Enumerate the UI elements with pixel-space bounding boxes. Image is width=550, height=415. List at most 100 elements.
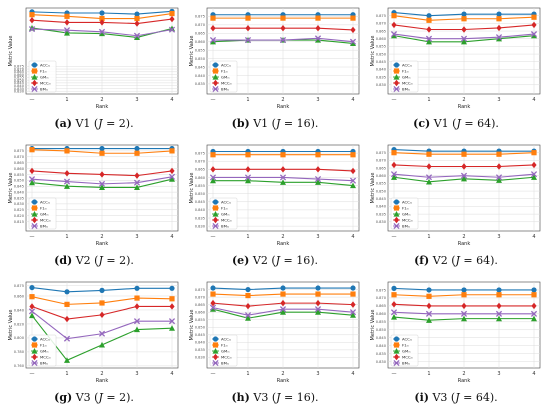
legend-swatch-marker	[393, 62, 400, 68]
y-tick-label: 0.870	[14, 67, 25, 71]
legend-label: ACCₘ	[402, 62, 413, 67]
data-point-f1	[461, 16, 467, 22]
legend-label: F1ₘ	[221, 342, 229, 347]
y-tick-label: 0.820	[14, 214, 25, 218]
x-tick-label: 2	[100, 97, 103, 103]
x-tick-label: 4	[351, 234, 354, 240]
chart-h: 0.830 0.835 0.840 0.845 0.850 0.855 0.860 0.865…	[189, 281, 360, 384]
chart-f: 0.830 0.835 0.840 0.845 0.850 0.855 0.860 0.865…	[370, 144, 541, 247]
y-tick-label: 0.875	[14, 149, 24, 153]
legend-swatch-marker	[212, 79, 219, 87]
legend-label: F1ₘ	[402, 68, 410, 73]
caption-g-text: V3 (	[75, 391, 99, 404]
data-point-mcc	[531, 161, 537, 169]
data-point-mcc	[426, 163, 432, 170]
data-point-gm	[64, 29, 70, 36]
data-point-gm	[426, 317, 432, 323]
caption-a-value: = 2).	[102, 117, 134, 130]
y-tick-label: 0.870	[195, 160, 206, 164]
y-tick-label: 0.875	[14, 284, 24, 288]
legend-swatch-marker	[212, 336, 219, 342]
x-axis-label: Rank	[458, 378, 471, 384]
data-point-bm	[28, 26, 36, 33]
data-point-mcc	[134, 303, 140, 310]
caption-a-text: V1 (	[75, 117, 99, 130]
legend-swatch-marker	[212, 68, 219, 74]
data-point-mcc	[461, 163, 467, 170]
legend-label: BMₘ	[221, 360, 230, 365]
data-point-f1	[391, 150, 397, 156]
data-point-bm	[133, 179, 141, 186]
legend-label: ACCₘ	[221, 336, 232, 341]
y-tick-label: 0.850	[195, 192, 206, 196]
x-tick-label: 4	[351, 97, 354, 103]
legend-label: MCCₘ	[402, 217, 414, 222]
y-tick-label: 0.850	[14, 78, 25, 82]
caption-g-value: = 2).	[102, 391, 134, 404]
x-tick-label: 2	[281, 371, 284, 377]
y-tick-label: 0.850	[376, 189, 387, 193]
caption-e-label: (e)	[231, 254, 250, 267]
legend-label: BMₘ	[40, 360, 49, 365]
x-tick-label: 3	[135, 234, 138, 240]
series-gm	[29, 176, 175, 191]
y-axis-label: Metric Value	[8, 36, 14, 67]
legend-swatch-marker	[393, 74, 400, 80]
data-point-mcc	[210, 299, 216, 307]
caption-g-var: J	[98, 391, 103, 404]
x-tick-label: 1	[65, 371, 68, 377]
caption-h: (h) V3 (J = 16).	[185, 392, 365, 404]
legend-label: GMₘ	[40, 348, 49, 353]
data-point-mcc	[29, 167, 35, 175]
data-point-mcc	[350, 167, 356, 175]
data-point-gm	[391, 314, 397, 320]
data-point-f1	[64, 148, 70, 154]
legend-swatch-marker	[212, 85, 219, 93]
x-tick-label: 1	[427, 97, 430, 103]
data-point-acc	[134, 285, 140, 291]
data-point-bm	[495, 310, 503, 317]
legend-label: ACCₘ	[40, 62, 51, 67]
series-f1	[210, 291, 356, 299]
x-axis-label: Rank	[96, 378, 109, 384]
data-point-f1	[99, 15, 105, 22]
caption-d: (d) V2 (J = 2).	[4, 255, 184, 267]
legend-label: MCCₘ	[402, 80, 414, 85]
y-tick-label: 0.835	[195, 216, 205, 220]
data-point-gm	[531, 315, 537, 322]
legend-swatch-marker	[393, 342, 400, 348]
y-tick-label: 0.855	[14, 173, 24, 177]
data-point-acc	[426, 13, 432, 19]
data-point-bm	[98, 330, 106, 337]
legend-swatch-marker	[31, 211, 38, 217]
subplot-a: 0.830 0.835 0.840 0.845 0.850 0.855 0.860 0.865…	[4, 2, 184, 140]
series-gm	[210, 306, 356, 321]
series-bm	[209, 304, 357, 319]
data-point-f1	[64, 301, 70, 307]
data-point-gm	[315, 37, 321, 43]
data-point-bm	[460, 172, 468, 179]
y-axis-label: Metric Value	[189, 173, 195, 204]
x-tick-label: 1	[246, 371, 249, 377]
caption-e-value: = 16).	[280, 254, 319, 267]
y-tick-label: 0.845	[376, 336, 386, 340]
data-point-gm	[245, 315, 251, 321]
data-point-bm	[244, 36, 252, 44]
data-point-f1	[531, 292, 537, 298]
data-point-gm	[461, 315, 467, 322]
data-point-bm	[425, 35, 433, 42]
legend-swatch-marker	[393, 199, 400, 205]
y-tick-label: 0.855	[195, 48, 205, 52]
y-axis-label: Metric Value	[8, 173, 14, 204]
data-point-acc	[531, 287, 537, 293]
legend-label: ACCₘ	[402, 336, 413, 341]
x-tick-label: 4	[532, 234, 535, 240]
caption-i: (i) V3 (J = 64).	[366, 392, 546, 404]
data-point-bm	[279, 36, 287, 44]
series-mcc	[391, 301, 537, 310]
data-point-gm	[496, 315, 502, 322]
y-tick-label: 0.840	[195, 208, 206, 212]
